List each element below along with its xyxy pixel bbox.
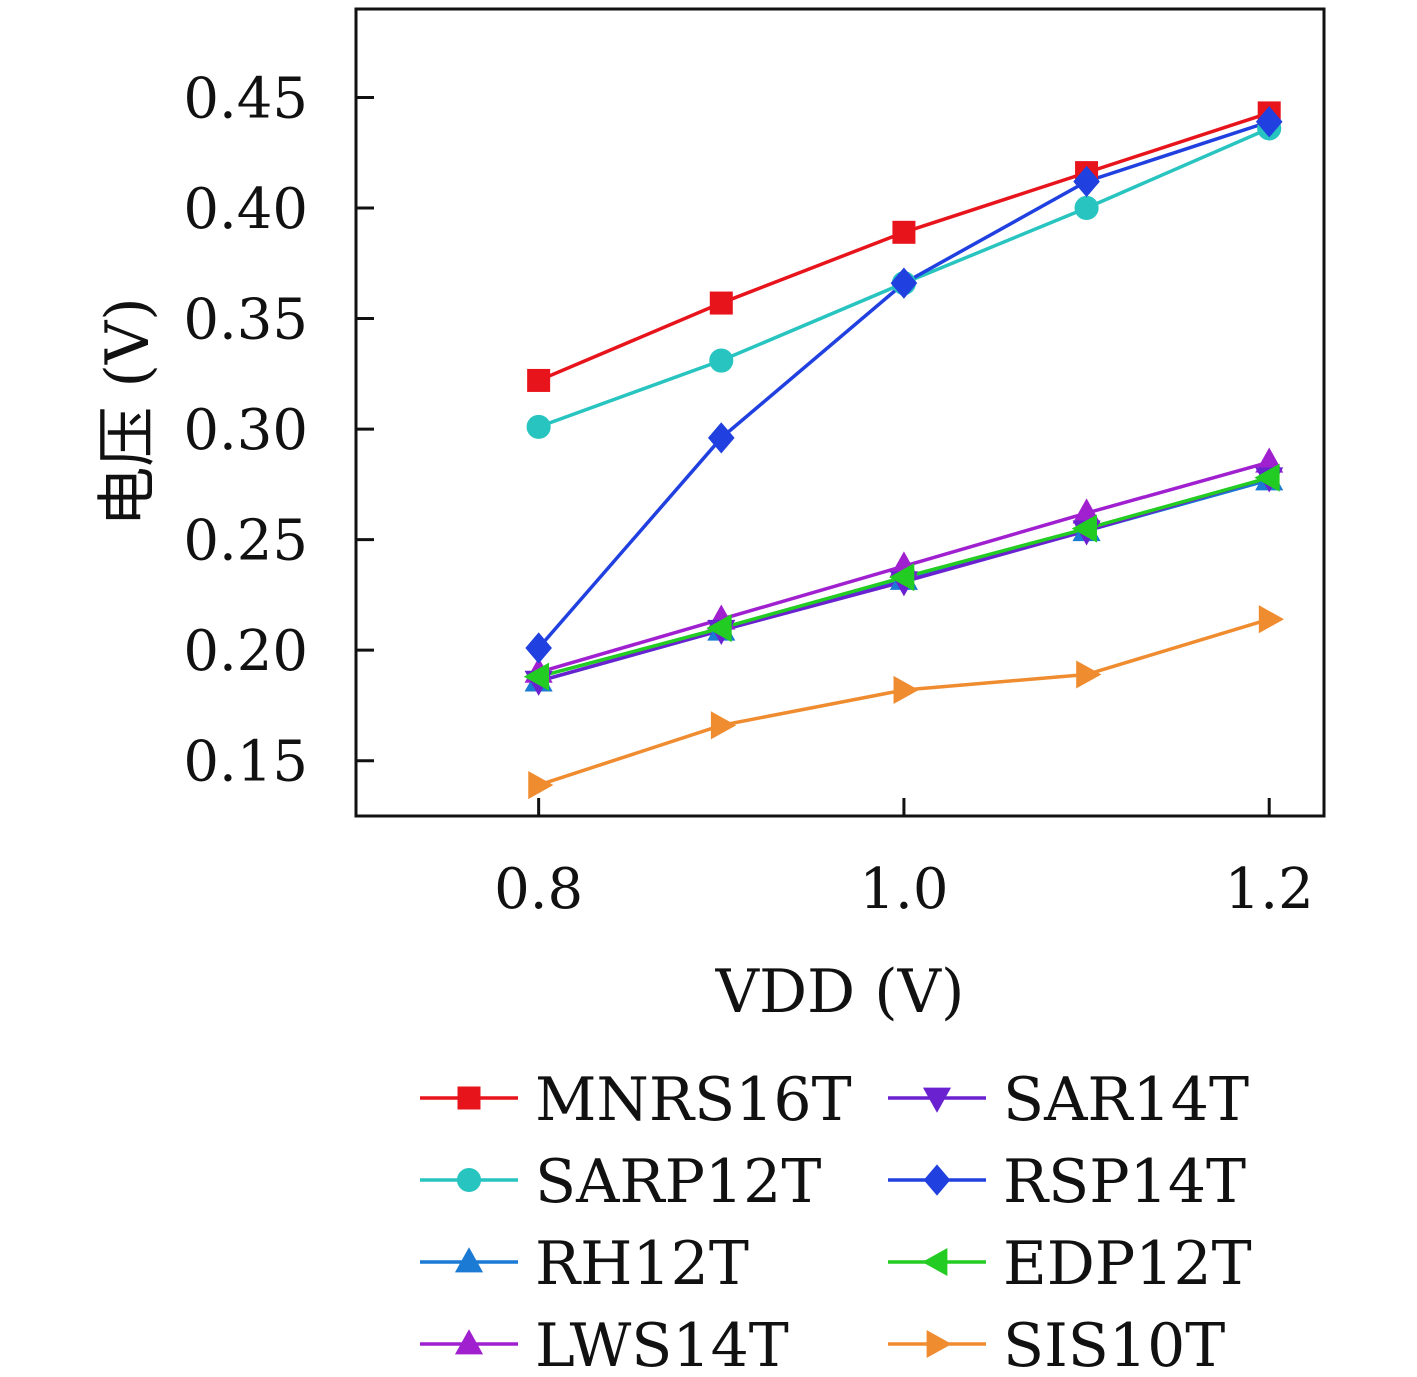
data-point (525, 632, 552, 664)
x-tick-label: 1.2 (1225, 857, 1314, 922)
legend-item-lws14t: LWS14T (420, 1311, 789, 1377)
legend-item-sarp12t: SARP12T (420, 1147, 821, 1217)
data-point (706, 614, 732, 643)
series-line-sis10t (538, 617, 1270, 787)
legend-label: SAR14T (1003, 1065, 1249, 1135)
data-point (1255, 106, 1283, 138)
legend-label: EDP12T (1003, 1229, 1252, 1299)
y-tick-label: 0.20 (183, 619, 308, 684)
series-markers (523, 101, 1284, 800)
legend-item-mnrs16t: MNRS16T (420, 1065, 852, 1135)
data-point (1076, 660, 1102, 689)
series-points-sis10t (528, 605, 1284, 800)
y-tick-label: 0.45 (183, 66, 308, 131)
legend-swatch-marker (926, 1329, 952, 1359)
data-point (1258, 605, 1284, 634)
data-point (527, 368, 551, 392)
y-tick-label: 0.15 (183, 730, 308, 795)
data-point (710, 711, 737, 740)
legend-label: MNRS16T (535, 1065, 852, 1135)
data-point (890, 267, 918, 299)
data-point (1074, 195, 1099, 221)
y-tick-label: 0.35 (183, 288, 308, 353)
legend-swatch-marker (922, 1087, 952, 1113)
data-point (1071, 514, 1097, 543)
data-point (523, 662, 550, 691)
legend-swatch-marker (454, 1247, 484, 1273)
legend-label: RH12T (535, 1229, 749, 1299)
legend-item-sar14t: SAR14T (888, 1065, 1249, 1135)
legend-item-rsp14t: RSP14T (888, 1147, 1246, 1217)
series-points-lws14t (524, 447, 1284, 683)
series-points-edp12t (523, 463, 1280, 691)
legend-item-edp12t: EDP12T (888, 1229, 1252, 1299)
legend-swatch-marker (456, 1167, 482, 1193)
x-tick-label: 0.8 (494, 857, 583, 922)
y-tick-label: 0.25 (183, 509, 308, 574)
legend-swatch-marker (454, 1329, 484, 1355)
data-point (709, 291, 733, 315)
y-axis-title: 电压 (V) (93, 297, 163, 526)
data-point (709, 348, 734, 373)
series-points-rsp14t (525, 106, 1283, 664)
legend-swatch-marker (922, 1247, 948, 1277)
x-axis-title: VDD (V) (715, 957, 965, 1027)
legend-label: LWS14T (535, 1311, 789, 1377)
legend-swatch-marker (457, 1086, 481, 1110)
x-tick-label: 1.0 (859, 857, 948, 922)
legend-label: SIS10T (1003, 1311, 1225, 1377)
data-point (892, 220, 916, 244)
legend: MNRS16T SARP12T RH12T LWS14T SAR14T RSP14T EDP… (420, 1065, 1252, 1377)
legend-label: SARP12T (535, 1147, 821, 1217)
data-point (889, 563, 915, 592)
y-tick-label: 0.40 (183, 177, 308, 242)
x-axis: 0.8 1.0 1.2 (494, 798, 1314, 922)
legend-item-sis10t: SIS10T (888, 1311, 1225, 1377)
data-point (707, 422, 735, 454)
legend-swatch-marker (923, 1164, 951, 1196)
data-point (893, 675, 919, 705)
y-axis: 0.15 0.20 0.25 0.30 0.35 0.40 0.45 (183, 66, 374, 795)
data-point (526, 414, 551, 439)
data-point (1254, 463, 1280, 492)
data-point (1073, 165, 1100, 198)
legend-label: RSP14T (1003, 1147, 1246, 1217)
series-line-mnrs16t (537, 111, 1270, 383)
data-point (528, 770, 554, 800)
legend-item-rh12t: RH12T (420, 1229, 749, 1299)
y-tick-label: 0.30 (183, 398, 308, 463)
plot-frame (354, 7, 1326, 818)
